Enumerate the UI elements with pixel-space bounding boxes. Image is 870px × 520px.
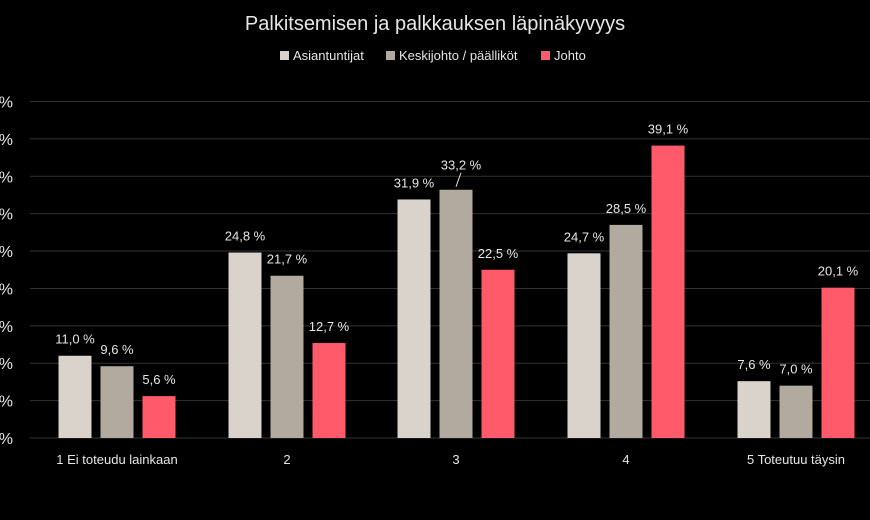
legend-swatch xyxy=(541,51,550,60)
data-label: 21,7 % xyxy=(267,252,308,267)
bar xyxy=(821,287,855,438)
bar xyxy=(779,385,813,438)
bar xyxy=(228,252,262,438)
bar xyxy=(100,366,134,438)
data-label: 33,2 % xyxy=(441,158,482,173)
bar xyxy=(651,145,685,438)
bar xyxy=(481,269,515,438)
data-label: 28,5 % xyxy=(606,201,647,216)
data-label: 12,7 % xyxy=(309,319,350,334)
legend: Asiantuntijat Keskijohto / päälliköt Johto xyxy=(280,48,586,63)
data-label: 9,6 % xyxy=(100,342,134,357)
x-tick-label: 5 Toteutuu täysin xyxy=(747,452,845,467)
bar xyxy=(609,224,643,438)
data-label: 31,9 % xyxy=(394,175,435,190)
legend-swatch xyxy=(386,51,395,60)
bar xyxy=(142,396,176,438)
data-label: 11,0 % xyxy=(55,332,95,347)
data-label: 39,1 % xyxy=(648,122,689,137)
x-axis: 1 Ei toteudu lainkaan 2 3 4 5 Toteutuu täysi… xyxy=(56,452,845,467)
label-leader-line xyxy=(455,172,462,187)
data-label: 7,0 % xyxy=(779,362,813,377)
y-tick-label: % xyxy=(0,281,13,298)
bar xyxy=(397,199,431,438)
bar xyxy=(58,355,92,438)
data-label: 5,6 % xyxy=(142,372,176,387)
y-tick-label: % xyxy=(0,356,13,373)
data-label: 24,8 % xyxy=(225,229,266,244)
bar xyxy=(270,275,304,438)
x-tick-label: 1 Ei toteudu lainkaan xyxy=(56,452,177,467)
bar xyxy=(312,343,346,438)
bar xyxy=(737,381,771,438)
data-label: 22,5 % xyxy=(478,246,519,261)
legend-label: Keskijohto / päälliköt xyxy=(399,48,518,63)
y-tick-label: % xyxy=(0,132,13,149)
bars: 11,0 % 9,6 % 5,6 % 24,8 %21,7 % 12,7 % 31,9 %… xyxy=(55,122,859,438)
y-axis: %%%%%%%%%% xyxy=(0,95,13,449)
y-tick-label: % xyxy=(0,95,13,112)
y-tick-label: % xyxy=(0,207,13,224)
y-tick-label: % xyxy=(0,394,13,411)
x-tick-label: 4 xyxy=(622,452,629,467)
bar xyxy=(439,189,473,438)
x-tick-label: 3 xyxy=(452,452,459,467)
chart-title: Palkitsemisen ja palkkauksen läpinäkyvyy… xyxy=(245,13,625,35)
y-tick-label: % xyxy=(0,244,13,261)
x-tick-label: 2 xyxy=(283,452,290,467)
y-tick-label: % xyxy=(0,319,13,336)
data-label: 24,7 % xyxy=(564,229,605,244)
data-label: 20,1 % xyxy=(818,264,859,279)
bar xyxy=(567,253,601,438)
y-tick-label: % xyxy=(0,431,13,448)
legend-swatch xyxy=(280,51,289,60)
legend-label: Johto xyxy=(554,48,586,63)
legend-label: Asiantuntijat xyxy=(293,48,364,63)
y-tick-label: % xyxy=(0,169,13,186)
data-label: 7,6 % xyxy=(737,357,771,372)
